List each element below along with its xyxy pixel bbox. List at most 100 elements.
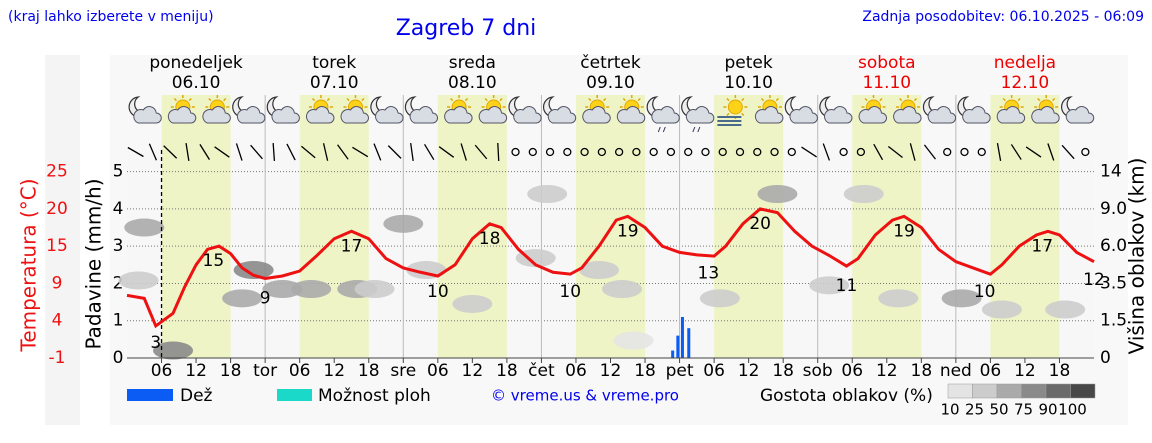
sun-ray (588, 97, 592, 102)
y-tick-label: 5 (113, 162, 124, 182)
density-swatch (1021, 383, 1047, 399)
cloud (1065, 106, 1095, 124)
cloud-patch (613, 331, 654, 350)
wind-barb (996, 143, 1002, 161)
sun-ray (1052, 97, 1056, 102)
y2-tick-label: 1.5 (1100, 311, 1127, 331)
weather-icon (370, 96, 404, 124)
density-swatch (947, 383, 973, 399)
cloud-patch (515, 249, 556, 268)
cloud (444, 106, 473, 124)
cloud-patch (118, 271, 159, 290)
temperature-label: 12 (1083, 270, 1105, 290)
weather-icon (893, 95, 922, 124)
sun-ray (450, 97, 454, 102)
wind-barb (1047, 143, 1055, 161)
y2-tick-label: 9.0 (1100, 199, 1127, 219)
wind-barb (214, 146, 230, 158)
wind-calm (753, 147, 762, 157)
wind-barb (801, 146, 817, 158)
temperature-label: 11 (836, 276, 858, 296)
cloud (685, 106, 715, 124)
sun-ray (879, 97, 883, 102)
cloud (167, 106, 197, 124)
wind-barb (438, 146, 455, 158)
x-tick-label: sre (390, 361, 416, 381)
legend-label: Gostota oblakov (%) (760, 386, 933, 406)
x-tick-label: tor (253, 361, 277, 381)
wind-calm (545, 147, 555, 157)
sun-ray (637, 97, 641, 102)
x-tick-label: 06 (289, 361, 311, 381)
day-name: torek (312, 53, 356, 73)
temperature-label: 19 (617, 221, 639, 241)
weather-icon (784, 96, 818, 124)
day-date: 09.10 (586, 73, 635, 93)
density-swatch (1070, 383, 1096, 399)
cloud-patch (262, 280, 303, 299)
cloud-patch (757, 185, 798, 203)
y-tick-label: 3 (113, 236, 124, 256)
x-tick-label: 12 (738, 361, 760, 381)
daytime-band (714, 95, 784, 358)
sun-ray (741, 112, 745, 117)
cloud (1031, 106, 1060, 124)
wind-calm (528, 147, 537, 157)
cloud-patch (354, 280, 395, 299)
chart-title: Zagreb 7 dni (396, 16, 537, 41)
x-tick-label: pet (666, 361, 694, 381)
weather-icon (957, 96, 991, 124)
density-label: 100 (1058, 401, 1087, 419)
wind-calm (718, 147, 727, 157)
y-axis-title: Padavine (mm/h) (82, 178, 106, 349)
x-tick-label: 12 (1014, 361, 1036, 381)
credit: © vreme.us & vreme.pro (491, 387, 679, 405)
x-tick-label: 06 (980, 361, 1002, 381)
density-label: 10 (940, 401, 959, 419)
y-tick-label: 4 (113, 199, 124, 219)
sun-ray (311, 97, 316, 102)
temperature-label: 17 (341, 236, 363, 256)
temperature-label: 3 (150, 333, 161, 353)
sun-ray (864, 97, 868, 102)
wind-calm (666, 147, 676, 157)
temperature-label: 10 (559, 282, 581, 302)
density-label: 25 (965, 401, 984, 419)
weather-icon (819, 96, 853, 124)
temp-tick-label: 9 (52, 273, 63, 293)
temp-axis-title: Temperatura (°C) (17, 178, 41, 352)
day-name: sobota (858, 53, 916, 73)
wind-calm (856, 147, 866, 157)
day-name: petek (725, 53, 773, 73)
x-tick-label: sob (803, 361, 833, 381)
x-tick-label: 18 (496, 361, 518, 381)
temp-tick-label: 20 (46, 199, 68, 219)
sun (727, 99, 743, 115)
cloud (789, 106, 818, 124)
wind-calm (580, 147, 589, 157)
wind-calm (597, 147, 607, 157)
day-date: 08.10 (448, 73, 497, 93)
temperature-label: 10 (427, 282, 449, 302)
y-tick-label: 2 (113, 273, 124, 293)
sun-ray (899, 97, 903, 102)
sun-ray (326, 97, 330, 102)
weather-icon (681, 96, 715, 133)
wind-barb (337, 144, 349, 160)
cloud (133, 106, 162, 124)
wind-calm (1081, 147, 1090, 157)
weather-icon (1061, 96, 1095, 124)
cloud (893, 106, 922, 124)
y2-tick-label: 0 (1100, 348, 1111, 368)
cloud (996, 106, 1026, 124)
day-name: sreda (449, 53, 496, 73)
temperature-label: 20 (749, 214, 771, 234)
y2-tick-label: 6.0 (1100, 236, 1127, 256)
x-tick-label: čet (528, 361, 555, 381)
temp-tick-label: -1 (49, 348, 66, 368)
legend-swatch (127, 389, 173, 401)
weather-icon (167, 95, 197, 124)
day-name: ponedeljek (149, 53, 243, 73)
density-swatch (972, 383, 998, 399)
